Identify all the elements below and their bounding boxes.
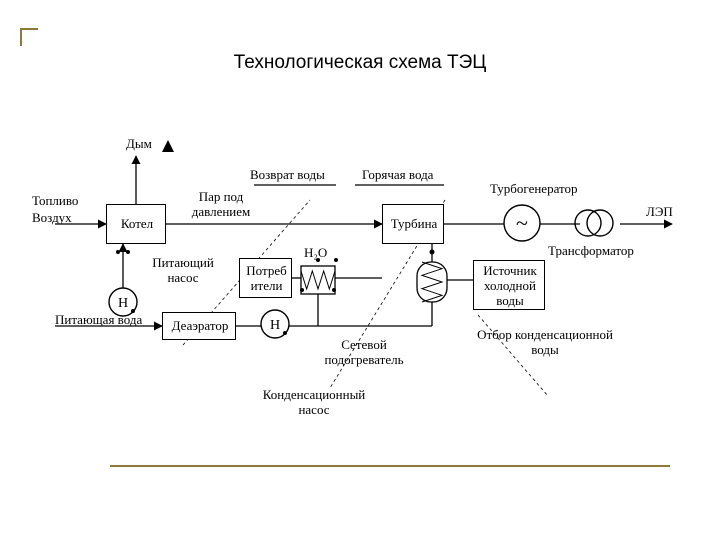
label-trans: Трансформатор	[548, 244, 634, 259]
node-deaerator: Деаэратор	[162, 312, 236, 340]
label-h2o: H₂O	[304, 246, 327, 261]
label-return: Возврат воды	[250, 168, 325, 183]
label-deaerator: Деаэратор	[163, 319, 237, 334]
label-coldsource: Источник холодной воды	[474, 264, 546, 309]
label-steam: Пар под давлением	[186, 190, 256, 220]
label-turbine: Турбина	[383, 217, 445, 232]
label-fuel: Топливо	[32, 194, 78, 209]
svg-text:Н: Н	[118, 296, 128, 311]
label-feedwater: Питающая вода	[55, 313, 142, 328]
label-condpump: Конденсационный насос	[254, 388, 374, 418]
label-hotwater: Горячая вода	[362, 168, 433, 183]
label-turbo: Турбогенератор	[490, 182, 578, 197]
label-lep: ЛЭП	[646, 205, 673, 220]
svg-text:~: ~	[516, 211, 528, 236]
label-smoke: Дым	[126, 137, 152, 152]
node-boiler: Котел	[106, 204, 166, 244]
svg-text:Н: Н	[270, 318, 280, 333]
diagram-svg: Н Н ~	[0, 0, 720, 540]
node-coldsource: Источник холодной воды	[473, 260, 545, 310]
label-feedpump: Питающий насос	[150, 256, 216, 286]
label-network: Сетевой подогреватель	[314, 338, 414, 368]
node-turbine: Турбина	[382, 204, 444, 244]
label-boiler: Котел	[107, 217, 167, 232]
label-air: Воздух	[32, 211, 72, 226]
node-consumers: Потреб ители	[239, 258, 292, 298]
label-consumers: Потреб ители	[240, 264, 293, 294]
label-condwater: Отбор конденсационной воды	[470, 328, 620, 358]
